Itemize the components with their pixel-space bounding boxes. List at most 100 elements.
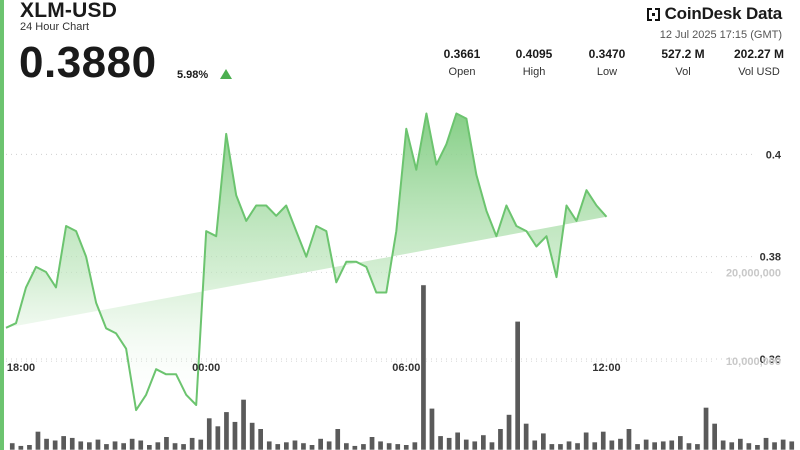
volume-bar — [703, 407, 710, 450]
coindesk-logo-icon — [646, 7, 661, 22]
volume-bar — [283, 441, 290, 450]
volume-bar — [343, 442, 350, 450]
volume-bar — [600, 431, 607, 450]
volume-bar — [574, 442, 581, 450]
volume-bar — [737, 438, 744, 450]
brand-name: CoinDesk Data — [664, 4, 783, 23]
volume-bar — [146, 444, 153, 450]
stat-value: 527.2 M — [661, 47, 705, 61]
stat-label: Open — [448, 66, 476, 78]
up-arrow-icon — [220, 69, 232, 79]
volume-bar — [326, 440, 333, 450]
volume-bar — [608, 439, 615, 450]
volume-bar — [291, 439, 298, 450]
volume-bar — [17, 445, 24, 450]
volume-bar — [223, 411, 230, 450]
volume-bar — [548, 443, 555, 450]
pair-title: XLM-USD — [20, 0, 118, 22]
volume-bar — [471, 440, 478, 450]
volume-bar — [34, 431, 41, 450]
volume-bar — [172, 442, 178, 450]
price-area-fill — [6, 113, 607, 411]
volume-bar — [86, 441, 93, 450]
volume-bar — [788, 440, 795, 450]
price-line-path — [5, 112, 608, 412]
volume-bar — [26, 444, 33, 450]
volume-bar — [163, 436, 170, 450]
volume-bar — [685, 442, 692, 450]
current-price: 0.3880 — [19, 38, 157, 87]
volume-bar — [651, 441, 658, 450]
y-tick-label: 0.4 — [766, 149, 782, 161]
volume-bar — [523, 423, 530, 450]
volume-bar — [137, 439, 144, 450]
volume-bar — [428, 407, 435, 450]
volume-bar — [711, 423, 718, 450]
volume-bar — [677, 435, 684, 450]
volume-bars — [9, 284, 795, 450]
volume-bar — [660, 440, 667, 450]
price-area — [6, 113, 607, 411]
volume-bar — [463, 438, 470, 450]
stat-label: Vol USD — [738, 66, 780, 78]
volume-bar — [454, 431, 461, 450]
volume-bar — [763, 437, 770, 450]
volume-bar — [446, 437, 453, 450]
volume-bar — [557, 443, 564, 450]
volume-bar — [274, 443, 281, 450]
stat-value: 202.27 M — [733, 47, 785, 61]
stat-label: Vol — [675, 66, 691, 78]
volume-bar — [129, 438, 136, 450]
volume-bar — [497, 428, 504, 450]
volume-bar — [52, 439, 59, 450]
volume-bar — [634, 443, 641, 450]
timestamp: 12 Jul 2025 17:15 (GMT) — [659, 29, 782, 41]
volume-bar — [77, 440, 84, 450]
x-tick-label: 12:00 — [592, 362, 620, 374]
volume-bar — [300, 442, 307, 450]
y-tick-label: 0.38 — [760, 252, 781, 264]
volume-bar — [334, 428, 341, 450]
volume-bar — [694, 443, 701, 450]
volume-bar — [514, 320, 521, 450]
volume-bar — [249, 422, 256, 450]
volume-bar — [754, 444, 761, 450]
volume-bar — [95, 438, 101, 450]
volume-bar — [771, 441, 778, 450]
volume-bar — [266, 440, 273, 450]
volume-bar — [566, 440, 573, 450]
volume-bar — [540, 432, 547, 450]
volume-bar — [232, 421, 238, 450]
volume-bar — [420, 284, 427, 450]
brand-logo: CoinDesk Data — [646, 4, 782, 24]
volume-bar — [377, 440, 384, 450]
stat-label: Low — [596, 66, 618, 78]
volume-tick-label: 10,000,000 — [726, 356, 781, 368]
volume-bar — [9, 442, 16, 450]
volume-bar — [480, 434, 487, 450]
stat-value: 0.4095 — [515, 47, 553, 61]
volume-bar — [488, 441, 495, 450]
volume-bar — [214, 425, 221, 450]
volume-bar — [720, 439, 727, 450]
volume-bar — [240, 399, 247, 450]
stat-open: 0.3661 Open — [427, 47, 497, 78]
volume-bar — [103, 443, 110, 450]
volume-bar — [369, 436, 375, 450]
volume-bar — [745, 442, 752, 450]
volume-bar — [360, 443, 367, 450]
volume-bar — [625, 428, 632, 450]
volume-bar — [617, 438, 624, 450]
volume-bar — [506, 414, 512, 450]
volume-bar — [197, 438, 204, 450]
stat-vol-usd: 202.27 M Vol USD — [724, 47, 794, 78]
volume-bar — [120, 442, 127, 450]
volume-bar — [643, 438, 650, 450]
x-tick-label: 06:00 — [392, 362, 420, 374]
volume-bar — [180, 443, 187, 450]
stat-label: High — [522, 66, 546, 78]
volume-bar — [112, 440, 119, 450]
volume-bar — [154, 441, 161, 450]
volume-bar — [531, 439, 538, 450]
